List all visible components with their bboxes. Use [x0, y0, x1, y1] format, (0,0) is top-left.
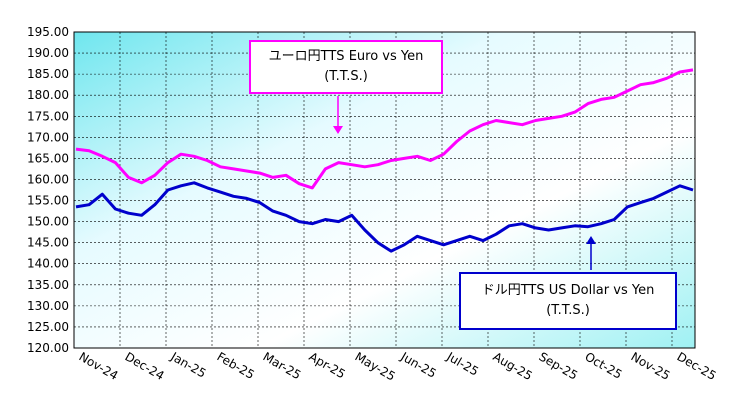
- euro-series-callout: ユーロ円TTS Euro vs Yen (T.T.S.): [249, 40, 443, 94]
- y-tick-label: 155.00: [27, 194, 69, 208]
- x-tick-label: May-25: [353, 349, 398, 383]
- y-tick-label: 130.00: [27, 299, 69, 313]
- y-tick-label: 185.00: [27, 67, 69, 81]
- series-line-0: [75, 68, 694, 190]
- x-tick-label: Aug-25: [491, 349, 535, 383]
- x-tick-label: Dec-25: [675, 349, 719, 383]
- usd-callout-line2: (T.T.S.): [546, 303, 590, 318]
- series-line-1: [75, 181, 694, 253]
- x-tick-label: Oct-25: [583, 349, 625, 381]
- y-tick-label: 135.00: [27, 278, 69, 292]
- y-tick-label: 140.00: [27, 257, 69, 271]
- plot-border: [73, 31, 696, 349]
- usd-callout-line1: ドル円TTS US Dollar vs Yen: [481, 283, 655, 298]
- y-tick-label: 145.00: [27, 236, 69, 250]
- x-tick-label: Dec-24: [123, 349, 167, 383]
- x-tick-label: Apr-25: [307, 349, 348, 381]
- y-tick-label: 150.00: [27, 215, 69, 229]
- usd-series-callout: ドル円TTS US Dollar vs Yen (T.T.S.): [459, 272, 677, 330]
- y-tick-label: 170.00: [27, 130, 69, 144]
- y-tick-label: 175.00: [27, 109, 69, 123]
- x-tick-label: Sep-25: [537, 349, 581, 382]
- euro-callout-arrowhead: [333, 126, 343, 134]
- x-tick-label: Feb-25: [215, 349, 257, 382]
- y-tick-label: 165.00: [27, 151, 69, 165]
- y-tick-label: 190.00: [27, 46, 69, 60]
- x-axis-ticks: Nov-24 Dec-24 Jan-25 Feb-25 Mar-25 Apr-25 May-…: [77, 349, 719, 384]
- x-tick-label: Jun-25: [398, 349, 439, 381]
- x-tick-label: Nov-24: [77, 349, 121, 382]
- y-tick-label: 160.00: [27, 172, 69, 186]
- x-tick-label: Nov-25: [629, 349, 673, 382]
- y-axis-ticks: 195.00 190.00 185.00 180.00 175.00 170.00 165.…: [27, 25, 69, 355]
- x-tick-label: Mar-25: [261, 349, 304, 382]
- y-tick-label: 120.00: [27, 341, 69, 355]
- y-tick-label: 180.00: [27, 88, 69, 102]
- euro-callout-line2: (T.T.S.): [324, 69, 368, 84]
- x-tick-label: Jan-25: [168, 349, 209, 381]
- y-tick-label: 125.00: [27, 320, 69, 334]
- y-tick-label: 195.00: [27, 25, 69, 39]
- usd-callout-arrowhead: [586, 236, 596, 244]
- x-tick-label: Jul-25: [444, 349, 481, 379]
- series-lines: [75, 68, 694, 253]
- euro-callout-line1: ユーロ円TTS Euro vs Yen: [268, 49, 424, 64]
